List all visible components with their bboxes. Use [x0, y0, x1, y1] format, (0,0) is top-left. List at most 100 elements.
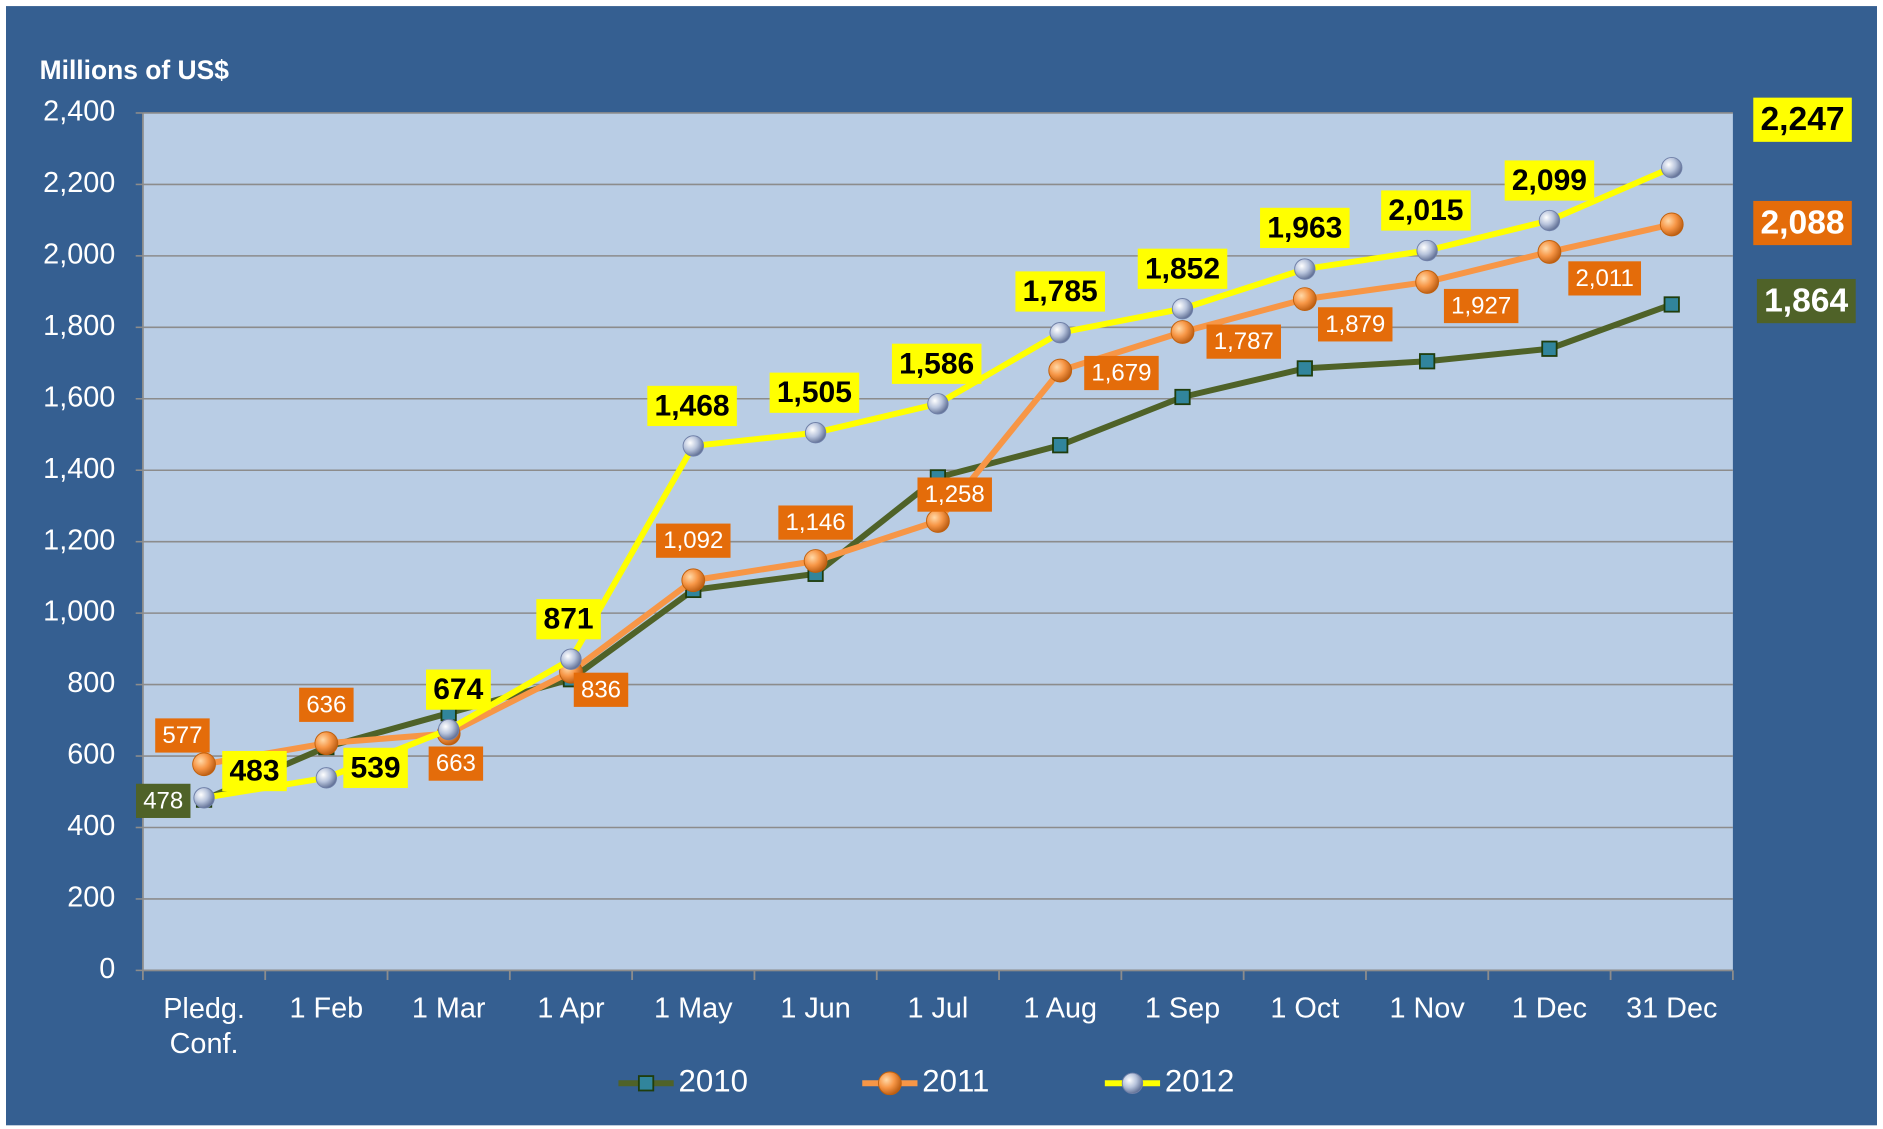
data-label: 1,864: [1756, 278, 1856, 324]
data-label: 636: [299, 687, 354, 722]
marker: [1048, 358, 1073, 383]
marker: [926, 509, 950, 533]
x-tick-label: 1 Jul: [907, 993, 968, 1025]
marker: [1537, 240, 1562, 264]
data-label-text: 2,088: [1760, 205, 1844, 242]
marker: [315, 767, 338, 789]
data-label-box: [1260, 207, 1350, 249]
data-label-box: [1753, 97, 1852, 142]
y-tick-label: 1,600: [43, 381, 115, 413]
marker: [1416, 239, 1438, 262]
data-label: 1,586: [891, 343, 982, 384]
data-label: 1,092: [656, 523, 731, 558]
marker: [804, 422, 827, 444]
data-label: 2,088: [1753, 200, 1852, 246]
x-tick-label: 1 Dec: [1512, 993, 1587, 1025]
data-label: 2,011: [1568, 261, 1642, 296]
data-label-text: 1,146: [786, 509, 846, 536]
marker: [1170, 320, 1195, 344]
data-label: 1,785: [1015, 271, 1105, 312]
data-label-text: 1,586: [899, 347, 974, 380]
y-tick-label: 200: [67, 882, 115, 914]
marker: [681, 568, 706, 593]
data-label-text: 1,505: [777, 376, 852, 409]
data-label-text: 2,247: [1760, 101, 1844, 138]
data-label-box: [1504, 160, 1595, 201]
data-label-text: 871: [544, 603, 594, 636]
y-tick-label: 600: [67, 739, 115, 771]
data-label-box: [1443, 288, 1519, 324]
marker: [1296, 360, 1313, 377]
data-label-box: [917, 477, 992, 512]
data-label-box: [428, 746, 484, 781]
marker: [1292, 287, 1317, 311]
data-label: 2,015: [1381, 190, 1471, 231]
x-tick-label: 1 Mar: [412, 993, 486, 1025]
marker: [1415, 270, 1440, 294]
marker: [192, 752, 216, 777]
legend-label: 2010: [679, 1064, 748, 1099]
marker: [927, 393, 949, 415]
marker: [637, 1075, 655, 1092]
data-label-box: [769, 372, 860, 413]
x-tick-label: 1 May: [654, 993, 733, 1025]
marker: [877, 1071, 902, 1096]
data-label-box: [1318, 307, 1393, 342]
legend-label: 2012: [1165, 1064, 1234, 1099]
data-label-box: [647, 385, 737, 427]
data-label-box: [1015, 271, 1105, 312]
data-label-text: 483: [229, 755, 279, 788]
data-label-text: 674: [433, 673, 483, 706]
x-tick-label-line: Pledg.: [163, 993, 245, 1025]
data-label-text: 1,258: [925, 481, 985, 508]
data-label-text: 2,099: [1512, 164, 1587, 197]
data-label-box: [1381, 190, 1471, 231]
x-tick-label: 1 Oct: [1270, 993, 1339, 1025]
x-tick-label: 31 Dec: [1626, 993, 1717, 1025]
data-label-text: 663: [436, 750, 476, 777]
y-tick-label: 1,800: [43, 310, 115, 342]
marker: [1663, 296, 1680, 313]
data-label-text: 1,679: [1091, 359, 1151, 386]
data-label-text: 1,787: [1214, 328, 1274, 355]
data-label-text: 836: [581, 676, 621, 703]
marker: [1121, 1072, 1144, 1094]
data-label: 2,247: [1753, 97, 1852, 142]
marker: [314, 731, 339, 756]
x-tick-label: Pledg. Conf.: [163, 993, 245, 1060]
data-label: 2,099: [1504, 160, 1595, 201]
data-label-text: 2,011: [1576, 265, 1634, 292]
marker: [1049, 321, 1071, 344]
data-label: 1,146: [778, 505, 853, 540]
marker: [682, 435, 704, 457]
x-tick-label: 1 Sep: [1145, 993, 1220, 1025]
data-label: 871: [536, 599, 601, 640]
marker: [560, 648, 582, 670]
data-label: 1,679: [1084, 355, 1159, 391]
y-tick-label: 2,000: [43, 238, 115, 270]
data-label-box: [1137, 248, 1228, 289]
data-label: 1,852: [1137, 248, 1228, 289]
data-label-text: 1,864: [1764, 283, 1848, 320]
marker: [1174, 388, 1191, 406]
data-label: 539: [343, 747, 408, 788]
data-label-box: [1753, 200, 1852, 246]
y-tick-label: 1,000: [43, 596, 115, 628]
data-label-box: [1756, 278, 1856, 324]
data-label: 1,879: [1318, 307, 1393, 342]
marker: [1659, 212, 1684, 237]
data-label-box: [299, 687, 354, 722]
marker: [1171, 298, 1194, 320]
marker: [193, 787, 215, 809]
data-label-box: [778, 505, 853, 540]
data-label: 483: [222, 750, 287, 792]
data-label-text: 1,963: [1267, 211, 1342, 244]
data-label-box: [426, 669, 491, 710]
data-label-text: 1,852: [1145, 252, 1220, 285]
data-label: 1,468: [647, 385, 737, 427]
data-label-text: 1,092: [663, 527, 723, 554]
y-tick-label: 1,400: [43, 453, 115, 485]
data-label-text: 1,879: [1325, 311, 1385, 338]
y-tick-label: 800: [67, 667, 115, 699]
